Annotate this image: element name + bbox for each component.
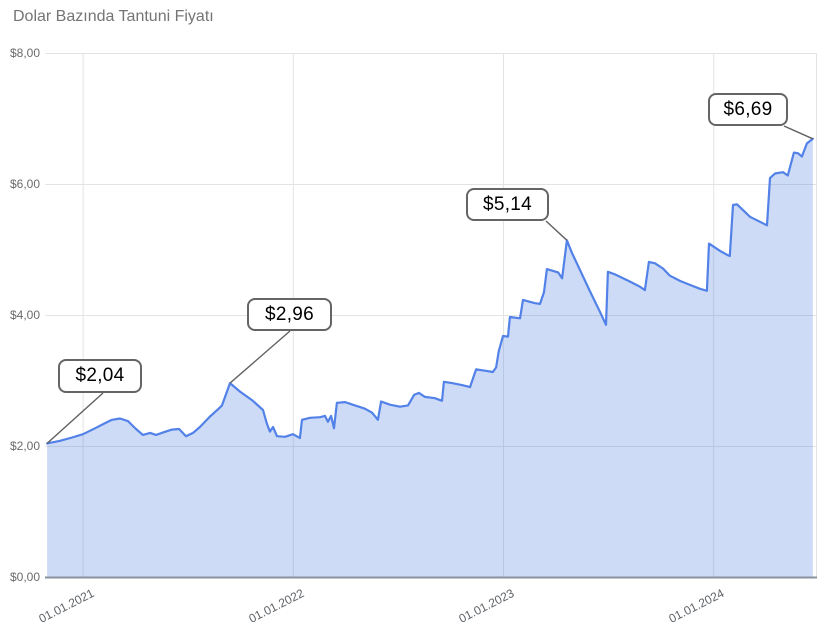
annotation-leader-line: [545, 220, 568, 241]
annotation-callout: $2,96: [247, 298, 332, 331]
annotation-callout: $5,14: [466, 188, 549, 221]
chart-title: Dolar Bazında Tantuni Fiyatı: [13, 8, 214, 25]
annotation-leader-line: [783, 125, 814, 140]
price-line: [46, 137, 814, 445]
annotation-callout: $2,04: [58, 359, 142, 393]
y-axis-tick-label: $0,00: [9, 570, 40, 584]
y-axis-tick-label: $4,00: [9, 308, 40, 322]
annotation-leader-line: [229, 330, 291, 384]
annotation-leader-line: [46, 392, 104, 444]
area-fill: [47, 138, 813, 578]
annotation-callout: $6,69: [708, 93, 788, 126]
y-axis-tick-label: $8,00: [9, 46, 40, 60]
y-axis-tick-label: $2,00: [9, 439, 40, 453]
y-axis-tick-label: $6,00: [9, 177, 40, 191]
